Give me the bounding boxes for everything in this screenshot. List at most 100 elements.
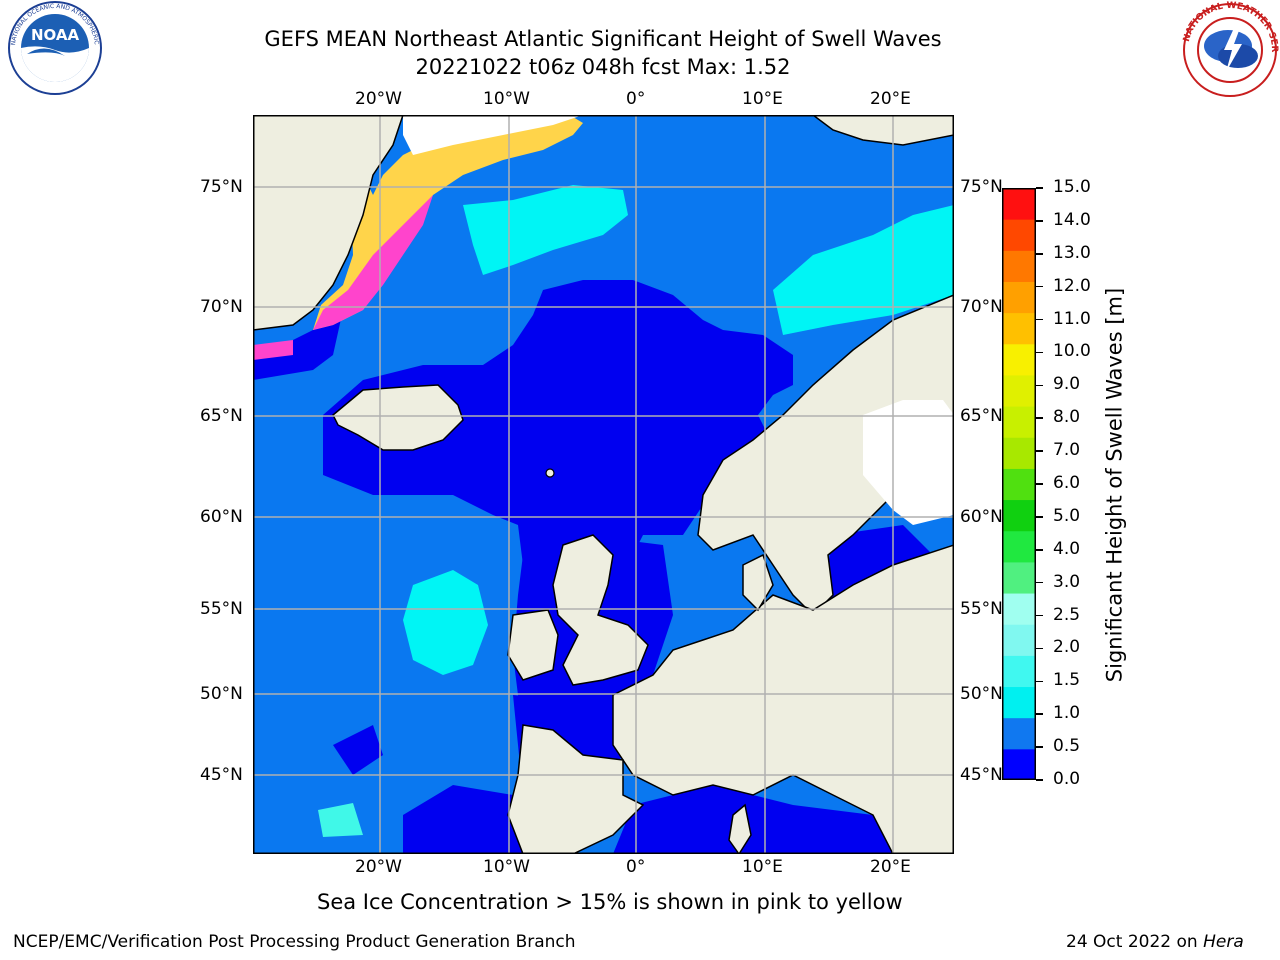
swell-10-15-atlantic [403, 570, 488, 675]
run-date: 24 Oct 2022 on Hera [1066, 932, 1244, 952]
lat-label-left: 65°N [200, 406, 243, 426]
colorbar-tick-mark [1036, 417, 1043, 419]
colorbar-segment [1002, 624, 1036, 656]
colorbar-segment [1002, 281, 1036, 314]
colorbar-tick-mark [1036, 384, 1043, 387]
lon-label-bottom: 10°W [483, 857, 530, 877]
colorbar-segment [1002, 499, 1036, 532]
colorbar-segment [1002, 250, 1036, 282]
nws-logo: NATIONAL WEATHER SERVICE [1180, 0, 1279, 97]
svalbard [811, 115, 954, 146]
colorbar-tick-mark [1036, 779, 1043, 781]
faroe-islands [545, 468, 555, 478]
lon-label-top: 20°W [355, 89, 402, 109]
sea-ice-pink-south [253, 340, 293, 360]
colorbar-tick-mark [1036, 713, 1043, 715]
colorbar-segment [1002, 717, 1036, 750]
lon-label-bottom: 20°E [870, 857, 911, 877]
lat-label-right: 50°N [960, 684, 1003, 704]
colorbar-tick-label: 15.0 [1053, 177, 1091, 197]
lat-label-left: 50°N [200, 684, 243, 704]
colorbar-segment [1002, 437, 1036, 469]
colorbar-tick-label: 8.0 [1053, 407, 1081, 428]
colorbar-tick-label: 2.5 [1053, 604, 1081, 625]
colorbar-tick-label: 2.0 [1053, 637, 1081, 658]
swell-0-05-north-sea [323, 280, 793, 615]
colorbar-tick-label: 4.0 [1053, 538, 1081, 559]
graticule [253, 115, 954, 854]
colorbar-segment [1002, 468, 1036, 501]
map-frame [253, 115, 954, 854]
colorbar-segment [1002, 686, 1036, 719]
colorbar-tick-label: 12.0 [1053, 275, 1091, 296]
colorbar-tick-mark [1036, 680, 1043, 683]
colorbar-tick-label: 3.0 [1053, 571, 1081, 592]
lat-label-right: 75°N [960, 177, 1003, 197]
colorbar-segment [1002, 561, 1036, 594]
colorbar-tick-label: 13.0 [1053, 242, 1091, 263]
colorbar-segment [1002, 593, 1036, 625]
colorbar-tick-label: 1.0 [1053, 703, 1081, 724]
lon-label-top: 0° [626, 89, 646, 109]
machine-name: Hera [1203, 932, 1244, 952]
lat-label-right: 65°N [960, 406, 1003, 426]
run-date-text: 24 Oct 2022 on [1066, 932, 1198, 952]
colorbar-segment [1002, 748, 1036, 780]
lon-label-top: 20°E [870, 89, 911, 109]
colorbar-segment [1002, 374, 1036, 407]
colorbar-tick-label: 9.0 [1053, 374, 1081, 395]
lat-label-right: 70°N [960, 297, 1003, 317]
missing-data-arctic [403, 115, 583, 155]
lon-label-bottom: 20°W [355, 857, 402, 877]
colorbar-tick-mark [1036, 351, 1043, 354]
colorbar-segment [1002, 312, 1036, 345]
great-britain [552, 534, 649, 686]
colorbar-tick-mark [1036, 647, 1043, 650]
colorbar-tick-label: 14.0 [1053, 209, 1091, 230]
swell-10-15-norwegian-sea [463, 185, 628, 275]
colorbar-label: Significant Height of Swell Waves [m] [1102, 287, 1127, 683]
lon-label-bottom: 0° [626, 857, 646, 877]
map-title: GEFS MEAN Northeast Atlantic Significant… [264, 27, 942, 51]
colorbar-tick-label: 11.0 [1053, 308, 1091, 329]
colorbar-tick-label: 10.0 [1053, 341, 1091, 362]
colorbar-tick-mark [1036, 253, 1043, 255]
swell-0-05-mediterranean [613, 785, 893, 854]
colorbar-segment [1002, 188, 1036, 220]
colorbar-segment [1002, 406, 1036, 438]
lat-label-left: 75°N [200, 177, 243, 197]
credit-text: NCEP/EMC/Verification Post Processing Pr… [13, 932, 576, 952]
lon-label-top: 10°E [742, 89, 783, 109]
swell-0-05-iberia-west [403, 785, 543, 854]
colorbar-tick-label: 7.0 [1053, 440, 1081, 461]
swell-map [253, 115, 954, 854]
colorbar-tick-mark [1036, 581, 1043, 584]
colorbar-tick-label: 6.0 [1053, 473, 1081, 493]
sea-ice-pink [313, 195, 433, 330]
colorbar-tick-label: 1.5 [1053, 670, 1081, 691]
colorbar-segment [1002, 530, 1036, 563]
map-subtitle: 20221022 t06z 048h fcst Max: 1.52 [415, 55, 791, 79]
colorbar-tick-mark [1036, 746, 1043, 748]
lat-label-left: 70°N [200, 297, 243, 317]
lon-label-top: 10°W [483, 89, 530, 109]
colorbar-segment [1002, 219, 1036, 251]
lon-label-bottom: 10°E [742, 857, 783, 877]
corsica-sardinia [728, 803, 752, 854]
colorbar-segment [1002, 655, 1036, 688]
swell-10-15-barents [773, 205, 954, 335]
svg-text:NOAA: NOAA [31, 26, 80, 44]
lat-label-right: 60°N [960, 507, 1003, 527]
colorbar-tick-label: 5.0 [1053, 505, 1081, 526]
lat-label-right: 45°N [960, 765, 1003, 785]
colorbar [1002, 188, 1036, 780]
swell-0-05-azores [333, 725, 383, 775]
colorbar-tick-mark [1036, 614, 1043, 617]
colorbar-tick-mark [1036, 318, 1043, 321]
colorbar-tick-label: 0.0 [1053, 769, 1081, 789]
sea-ice-note: Sea Ice Concentration > 15% is shown in … [317, 890, 903, 914]
colorbar-tick-label: 0.5 [1053, 736, 1081, 757]
missing-data-sweden [863, 400, 954, 525]
lat-label-left: 55°N [200, 599, 243, 619]
colorbar-tick-mark [1036, 285, 1043, 288]
